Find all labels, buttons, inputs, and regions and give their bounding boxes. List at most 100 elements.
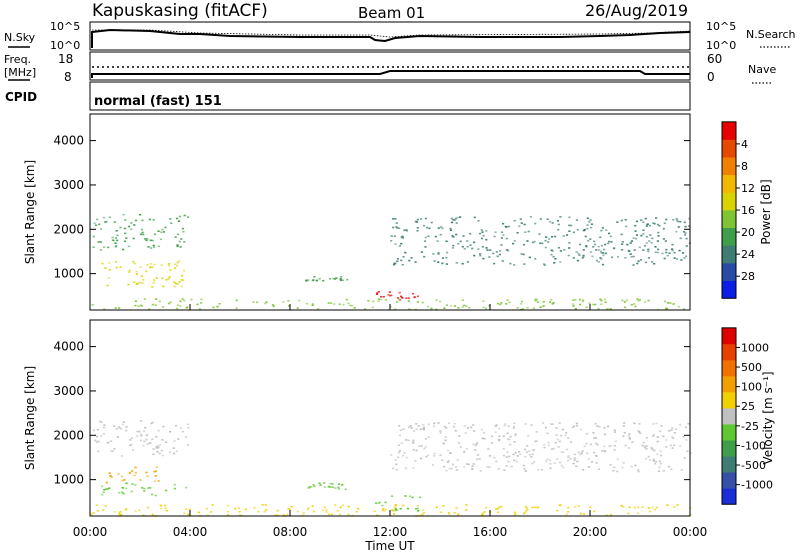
power-echo-cell: [553, 262, 555, 264]
velocity-colorbar-swatch: [722, 344, 736, 360]
power-echo-cell: [617, 256, 619, 258]
velocity-echo-cell: [141, 487, 143, 489]
velocity-echo-cell: [545, 461, 547, 463]
velocity-colorbar-tick-label: 100: [741, 381, 762, 394]
power-echo-cell: [449, 228, 451, 230]
velocity-echo-cell: [238, 507, 240, 509]
power-echo-cell: [605, 301, 607, 303]
power-echo-cell: [272, 304, 274, 306]
power-echo-cell: [541, 243, 543, 245]
power-echo-cell: [446, 252, 448, 254]
velocity-echo-cell: [404, 495, 406, 497]
velocity-echo-cell: [151, 494, 153, 496]
velocity-echo-cell: [182, 431, 184, 433]
velocity-echo-cell: [101, 494, 103, 496]
velocity-echo-cell: [504, 425, 506, 427]
power-echo-cell: [437, 240, 439, 242]
power-echo-cell: [479, 233, 481, 235]
power-echo-cell: [469, 233, 471, 235]
velocity-echo-cell: [455, 430, 457, 432]
power-echo-cell: [649, 225, 651, 227]
power-echo-cell: [523, 263, 525, 265]
velocity-echo-cell: [598, 468, 600, 470]
power-echo-cell: [432, 253, 434, 255]
velocity-echo-cell: [162, 426, 164, 428]
velocity-echo-cell: [151, 439, 153, 441]
power-echo-cell: [144, 238, 146, 240]
velocity-echo-cell: [659, 431, 661, 433]
velocity-echo-cell: [348, 514, 350, 516]
velocity-echo-cell: [537, 469, 539, 471]
velocity-echo-cell: [671, 429, 673, 431]
cpid-panel: CPID normal (fast) 151: [5, 82, 690, 110]
power-echo-cell: [648, 240, 650, 242]
velocity-echo-cell: [633, 423, 635, 425]
velocity-echo-cell: [125, 430, 127, 432]
velocity-echo-cell: [603, 427, 605, 429]
power-echo-cell: [120, 266, 122, 268]
velocity-echo-cell: [97, 441, 99, 443]
power-echo-cell: [631, 240, 633, 242]
velocity-echo-cell: [513, 423, 515, 425]
power-echo-cell: [112, 237, 114, 239]
velocity-echo-cell: [596, 462, 598, 464]
velocity-colorbar-swatch: [722, 440, 736, 456]
power-echo-cell: [287, 300, 289, 302]
power-echo-cell: [306, 303, 308, 305]
power-echo-cell: [454, 305, 456, 307]
velocity-echo-cell: [401, 442, 403, 444]
velocity-echo-cell: [413, 449, 415, 451]
velocity-echo-cell: [623, 422, 625, 424]
velocity-echo-cell: [543, 444, 545, 446]
power-echo-cell: [104, 221, 106, 223]
nsky-trace: [92, 30, 690, 48]
velocity-echo-cell: [210, 511, 212, 513]
power-echo-cell: [523, 254, 525, 256]
power-echo-cell: [103, 217, 105, 219]
power-echo-cell: [483, 235, 485, 237]
velocity-echo-cell: [140, 434, 142, 436]
power-echo-cell: [158, 246, 160, 248]
power-echo-cell: [116, 240, 118, 242]
velocity-echo-cell: [576, 461, 578, 463]
power-echo-cell: [624, 301, 626, 303]
velocity-echo-cell: [398, 444, 400, 446]
velocity-echo-cell: [651, 507, 653, 509]
velocity-echo-cell: [449, 468, 451, 470]
power-echo-cell: [462, 263, 464, 265]
velocity-echo-cell: [576, 423, 578, 425]
power-echo-cell: [182, 298, 184, 300]
velocity-echo-cell: [489, 455, 491, 457]
velocity-echo-cell: [138, 510, 140, 512]
velocity-echo-cell: [516, 461, 518, 463]
power-echo-cell: [396, 222, 398, 224]
power-echo-cell: [563, 249, 565, 251]
velocity-echo-cell: [555, 434, 557, 436]
velocity-echo-cell: [541, 469, 543, 471]
velocity-echo-cell: [283, 514, 285, 516]
power-echo-cell: [166, 279, 168, 281]
power-echo-cell: [626, 244, 628, 246]
power-echo-cell: [442, 257, 444, 259]
velocity-echo-cell: [529, 454, 531, 456]
velocity-echo-cell: [653, 459, 655, 461]
power-echo-cell: [512, 243, 514, 245]
power-echo-cell: [264, 303, 266, 305]
power-echo-cell: [671, 248, 673, 250]
power-echo-cell: [108, 262, 110, 264]
power-echo-cell: [535, 300, 537, 302]
power-echo-cell: [181, 286, 183, 288]
velocity-echo-cell: [421, 445, 423, 447]
power-echo-cell: [482, 300, 484, 302]
power-echo-cell: [413, 297, 415, 299]
velocity-echo-cell: [476, 442, 478, 444]
power-echo-cell: [532, 242, 534, 244]
velocity-echo-cell: [456, 507, 458, 509]
power-echo-cell: [603, 249, 605, 251]
velocity-echo-cell: [385, 509, 387, 511]
power-echo-cell: [672, 219, 674, 221]
velocity-echo-cell: [106, 482, 108, 484]
power-echo-cell: [153, 245, 155, 247]
velocity-echo-cell: [668, 430, 670, 432]
power-echo-cell: [176, 265, 178, 267]
